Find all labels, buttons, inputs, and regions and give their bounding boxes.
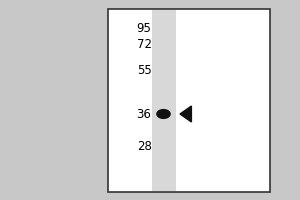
Text: 36: 36: [136, 108, 152, 120]
Text: 28: 28: [136, 140, 152, 152]
Text: 55: 55: [137, 64, 152, 77]
Bar: [152, 10, 176, 191]
Bar: [108, 9, 270, 192]
Polygon shape: [180, 106, 191, 122]
Text: 95: 95: [136, 22, 152, 36]
Text: 72: 72: [136, 38, 152, 51]
Circle shape: [157, 110, 170, 118]
